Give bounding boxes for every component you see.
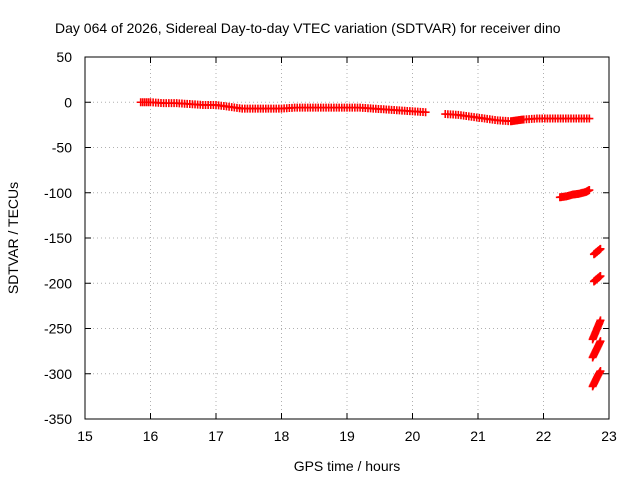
data-series-segment-6	[588, 316, 605, 344]
data-series-segment-7	[588, 337, 605, 362]
x-tick-label: 17	[208, 428, 224, 444]
y-tick-label: -100	[44, 185, 72, 201]
x-tick-label: 18	[274, 428, 290, 444]
data-point	[596, 316, 605, 325]
x-tick-label: 22	[536, 428, 552, 444]
y-tick-label: -50	[52, 140, 72, 156]
x-tick-label: 15	[77, 428, 93, 444]
data-series-segment-4	[589, 244, 605, 259]
y-tick-label: -300	[44, 366, 72, 382]
data-series-segment-5	[589, 272, 605, 286]
x-tick-label: 20	[405, 428, 421, 444]
x-tick-label: 21	[470, 428, 486, 444]
y-tick-label: 0	[64, 94, 72, 110]
axis-ticks	[84, 56, 610, 420]
data-series-segment-2	[441, 110, 594, 126]
x-axis-title: GPS time / hours	[294, 458, 401, 474]
y-axis-title: SDTVAR / TECUs	[5, 182, 21, 294]
data-points	[136, 98, 605, 391]
data-point	[596, 367, 605, 376]
data-series-segment-1	[136, 98, 430, 117]
y-tick-label: -150	[44, 230, 72, 246]
y-tick-label: 50	[56, 49, 72, 65]
data-series-segment-8	[588, 367, 605, 391]
y-tick-label: -350	[44, 411, 72, 427]
data-point	[596, 337, 605, 346]
data-point	[596, 244, 605, 253]
x-tick-labels: 15 16 17 18 19 20 21 22 23	[77, 428, 617, 444]
y-tick-label: -250	[44, 321, 72, 337]
chart-title: Day 064 of 2026, Sidereal Day-to-day VTE…	[55, 20, 561, 36]
data-point	[596, 272, 605, 281]
x-tick-label: 19	[339, 428, 355, 444]
y-tick-label: -200	[44, 275, 72, 291]
x-tick-label: 16	[143, 428, 159, 444]
x-tick-label: 23	[601, 428, 617, 444]
data-series-segment-3	[555, 186, 594, 202]
y-tick-labels: 50 0 -50 -100 -150 -200 -250 -300 -350	[44, 49, 72, 427]
data-point	[585, 114, 594, 123]
data-point	[421, 108, 430, 117]
data-point	[585, 186, 594, 195]
grid-lines	[85, 57, 609, 419]
